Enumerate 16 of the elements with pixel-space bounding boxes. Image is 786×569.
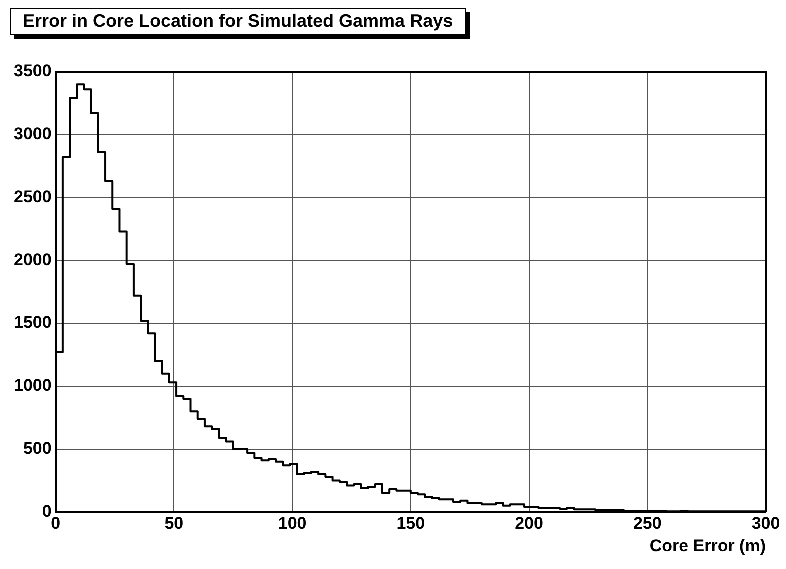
y-tick-label: 2500 <box>14 187 52 206</box>
y-tick-label: 1500 <box>14 313 52 332</box>
y-tick-label: 0 <box>42 502 52 521</box>
y-tick-label: 3000 <box>14 124 52 144</box>
x-tick-label: 300 <box>752 514 780 534</box>
x-tick-label: 200 <box>515 514 544 534</box>
x-tick-label: 100 <box>278 514 307 534</box>
y-tick-label: 1000 <box>14 376 52 396</box>
x-axis-title: Core Error (m) <box>650 536 766 556</box>
y-tick-label: 3500 <box>14 62 52 81</box>
x-tick-label: 150 <box>396 514 426 534</box>
chart-title: Error in Core Location for Simulated Gamma Rays <box>10 8 466 35</box>
x-tick-label: 50 <box>164 514 184 534</box>
y-tick-label: 2000 <box>14 250 52 270</box>
y-tick-label: 500 <box>23 439 52 458</box>
x-tick-label: 250 <box>633 514 662 534</box>
